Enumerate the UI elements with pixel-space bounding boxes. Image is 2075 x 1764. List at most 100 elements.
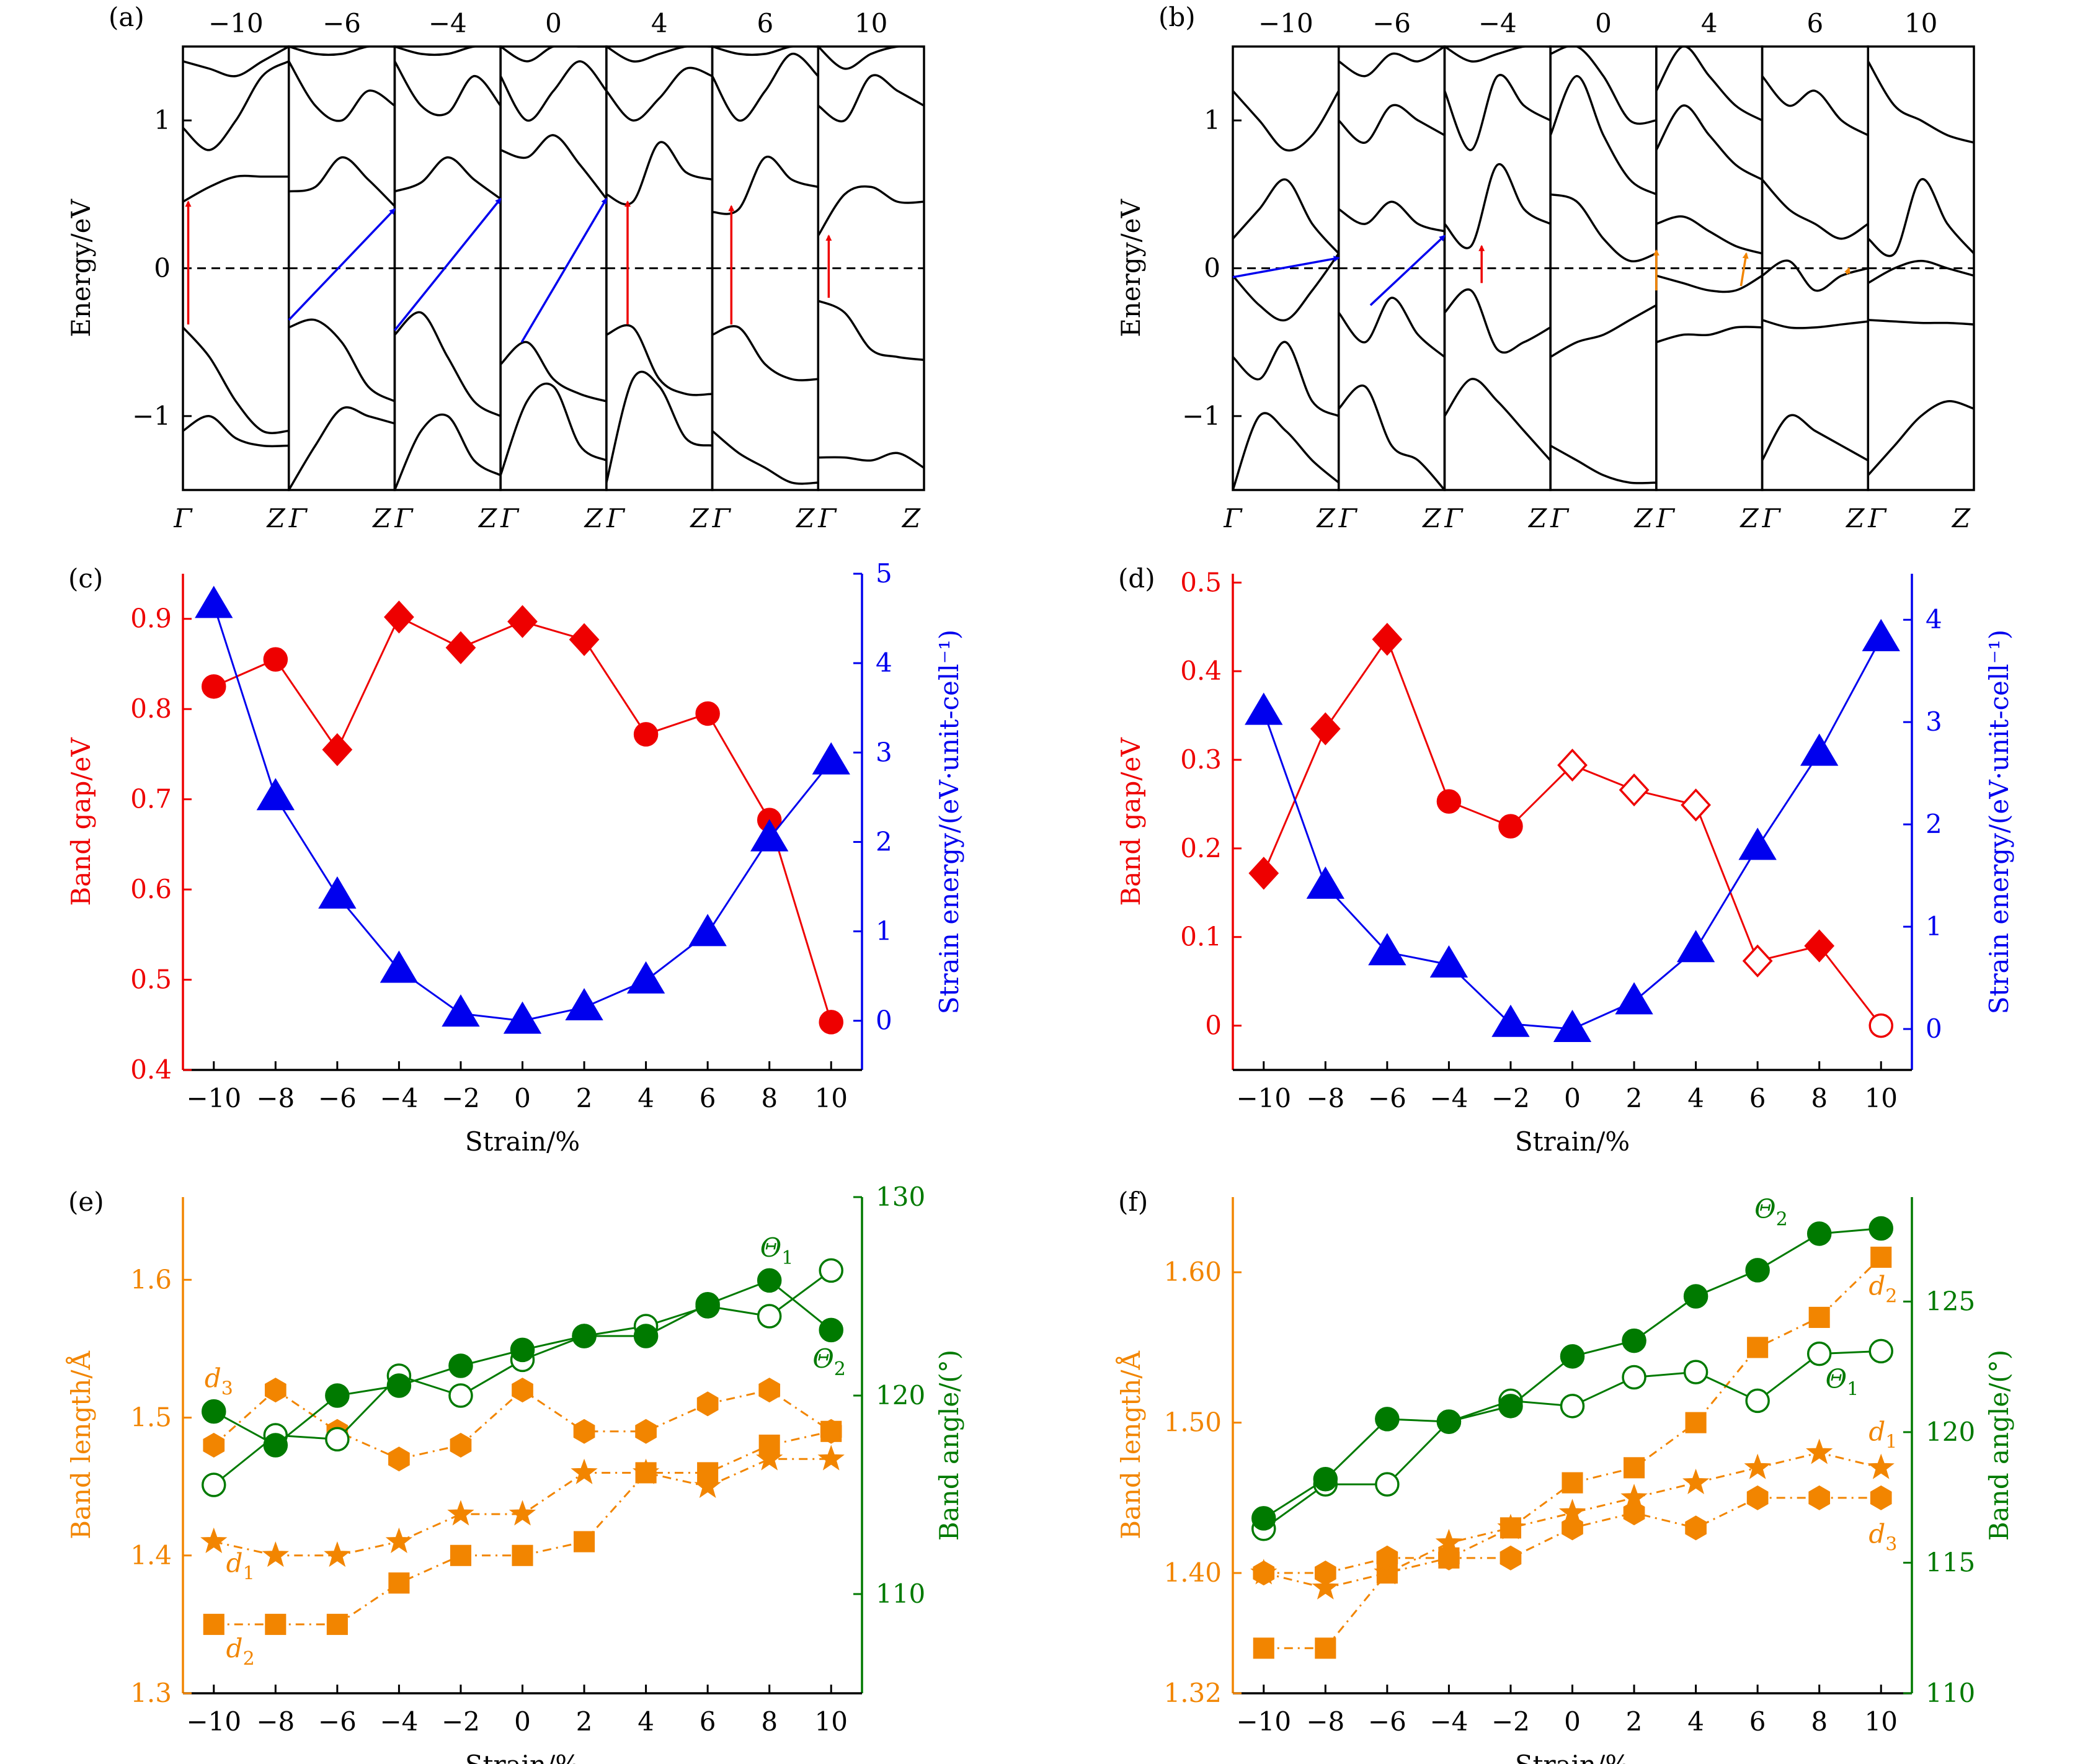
subpanel-4 <box>1656 47 1762 344</box>
annotation-Θ2: Θ2 <box>812 1343 846 1380</box>
transition-arrow <box>1740 252 1749 287</box>
annotation-d1-sub: 1 <box>1885 1432 1897 1453</box>
left-axis-label: Band gap/eV <box>66 737 96 906</box>
x-tick-label: −6 <box>1368 1706 1406 1737</box>
data-point-square <box>1870 1246 1892 1268</box>
subpanel-label: 10 <box>855 8 887 38</box>
x-tick-label: 4 <box>638 1083 654 1113</box>
data-point-square <box>1747 1337 1769 1358</box>
band-line <box>1444 378 1551 461</box>
left-tick-label: 0.5 <box>130 964 172 995</box>
left-tick-label: 1.6 <box>130 1264 172 1294</box>
left-tick-label: 1.50 <box>1163 1407 1222 1438</box>
data-point-hexagon <box>450 1432 472 1458</box>
data-point-triangle <box>626 961 665 994</box>
right-tick-label: 115 <box>1926 1547 1975 1577</box>
k-label-gamma: Γ <box>606 503 626 533</box>
data-point-square <box>1315 1637 1336 1659</box>
series-line <box>1263 637 1882 1027</box>
data-point-star <box>509 1500 536 1526</box>
subpanel-0 <box>183 47 289 448</box>
data-point-circle <box>448 1383 473 1408</box>
band-line <box>1762 414 1868 461</box>
band-line <box>1550 74 1656 195</box>
band-line <box>1656 326 1762 344</box>
data-point-triangle <box>1491 1004 1530 1037</box>
left-tick-label: 0.7 <box>130 784 172 814</box>
x-tick-label: 2 <box>1626 1083 1643 1113</box>
data-point-diamond <box>1681 788 1711 822</box>
annotation-d3-sub: 3 <box>221 1378 233 1400</box>
left-axis-label: Band length/Å <box>1115 1350 1146 1539</box>
band-line <box>500 134 607 200</box>
annotation-d1-main: d <box>1868 1417 1885 1447</box>
x-tick-label: 0 <box>1564 1083 1581 1113</box>
annotation-Θ2: Θ2 <box>1754 1194 1788 1231</box>
right-tick-label: 120 <box>876 1380 925 1410</box>
band-line <box>818 47 924 70</box>
band-line <box>1656 47 1762 122</box>
data-point-circle <box>1560 1394 1585 1419</box>
band-line <box>1338 296 1445 358</box>
data-point-hexagon <box>573 1419 595 1444</box>
subpanel-5 <box>1762 75 1868 461</box>
x-tick-label: 6 <box>1749 1083 1766 1113</box>
data-point-hexagon <box>1500 1545 1522 1570</box>
subpanel-5 <box>712 47 819 485</box>
x-tick-label: 2 <box>576 1706 593 1737</box>
subpanel-1 <box>1338 47 1445 490</box>
subpanel-label: 4 <box>651 8 668 38</box>
k-label-gamma: Γ <box>1550 503 1570 533</box>
left-tick-label: 1.40 <box>1163 1557 1222 1588</box>
data-point-circle <box>1622 1365 1646 1390</box>
data-point-diamond <box>1804 929 1835 963</box>
right-tick-label: 3 <box>876 737 892 767</box>
y-tick-label: 1 <box>154 105 171 135</box>
data-point-hexagon <box>1746 1485 1769 1510</box>
subpanel-label: 4 <box>1701 8 1718 38</box>
data-point-triangle <box>318 876 357 909</box>
x-tick-label: −2 <box>442 1083 480 1113</box>
subpanel-label: −4 <box>1478 8 1517 38</box>
annotation-Θ2-sub: 2 <box>834 1358 846 1380</box>
annotation-d2-sub: 2 <box>243 1648 255 1670</box>
data-point-diamond <box>322 733 353 767</box>
subpanel-label: 10 <box>1904 8 1937 38</box>
annotation-d1-main: d <box>226 1548 243 1578</box>
subpanel-label: 0 <box>545 8 562 38</box>
subpanel-label: 6 <box>757 8 774 38</box>
x-tick-label: 10 <box>1865 1083 1898 1113</box>
subpanel-1 <box>288 47 395 490</box>
data-point-circle <box>1683 1284 1708 1309</box>
band-line <box>183 47 289 78</box>
band-line <box>818 74 925 123</box>
data-point-circle <box>819 1258 843 1283</box>
band-line <box>606 66 713 122</box>
annotation-d1-sub: 1 <box>243 1562 255 1584</box>
data-point-diamond <box>1372 623 1403 656</box>
data-point-diamond <box>1742 944 1773 978</box>
subpanel-label: −4 <box>429 8 467 38</box>
annotation-Θ1: Θ1 <box>760 1232 794 1269</box>
data-point-diamond <box>1619 773 1650 807</box>
x-tick-label: 8 <box>761 1706 778 1737</box>
data-point-triangle <box>1862 618 1900 651</box>
data-point-circle <box>325 1383 350 1408</box>
subpanel-label: −6 <box>322 8 361 38</box>
subpanel-3 <box>500 47 607 476</box>
series-line <box>213 615 832 1023</box>
x-tick-label: 4 <box>1687 1706 1704 1737</box>
annotation-Θ1-sub: 1 <box>1847 1378 1859 1400</box>
data-point-circle <box>819 1317 843 1343</box>
band-line <box>1233 90 1339 152</box>
band-line <box>606 324 713 396</box>
series-line <box>1263 1256 1882 1649</box>
data-point-circle <box>1375 1472 1400 1497</box>
data-point-circle <box>1806 1341 1832 1366</box>
data-point-circle <box>819 1010 843 1035</box>
data-point-square <box>820 1420 842 1442</box>
series-line <box>1263 1451 1882 1589</box>
data-point-circle <box>1436 1409 1462 1434</box>
